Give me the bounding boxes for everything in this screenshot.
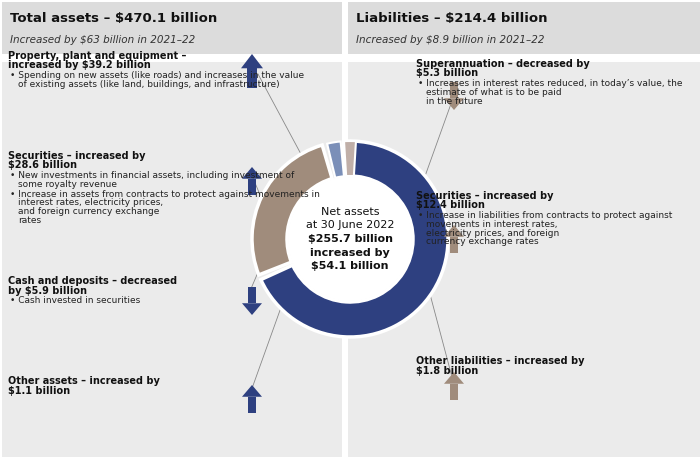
Wedge shape [252, 145, 332, 275]
Text: currency exchange rates: currency exchange rates [426, 237, 538, 246]
Polygon shape [444, 98, 464, 110]
Text: Increased by $63 billion in 2021–22: Increased by $63 billion in 2021–22 [10, 35, 195, 45]
Text: $255.7 billion: $255.7 billion [307, 234, 393, 244]
Circle shape [288, 177, 412, 301]
Text: Total assets – $470.1 billion: Total assets – $470.1 billion [10, 12, 217, 25]
Text: Other liabilities – increased by: Other liabilities – increased by [416, 356, 584, 366]
Text: • Cash invested in securities: • Cash invested in securities [10, 296, 140, 305]
Text: movements in interest rates,: movements in interest rates, [426, 220, 557, 229]
FancyBboxPatch shape [2, 62, 342, 457]
Polygon shape [241, 54, 263, 68]
Text: $1.8 billion: $1.8 billion [416, 365, 478, 375]
Text: by $5.9 billion: by $5.9 billion [8, 285, 87, 296]
Text: Other assets – increased by: Other assets – increased by [8, 376, 160, 386]
Text: Securities – increased by: Securities – increased by [416, 191, 554, 201]
FancyBboxPatch shape [2, 2, 342, 54]
Text: estimate of what is to be paid: estimate of what is to be paid [426, 88, 561, 97]
Text: • Spending on new assets (like roads) and increases in the value: • Spending on new assets (like roads) an… [10, 71, 304, 80]
Polygon shape [248, 397, 256, 413]
Text: $12.4 billion: $12.4 billion [416, 201, 485, 211]
FancyBboxPatch shape [348, 2, 700, 54]
Polygon shape [450, 384, 459, 400]
Polygon shape [444, 372, 464, 384]
Text: Liabilities – $214.4 billion: Liabilities – $214.4 billion [356, 12, 547, 25]
Polygon shape [242, 167, 262, 179]
Polygon shape [242, 303, 262, 315]
Text: increased by $39.2 billion: increased by $39.2 billion [8, 61, 150, 71]
Text: • Increase in liabilities from contracts to protect against: • Increase in liabilities from contracts… [418, 211, 673, 220]
Text: at 30 June 2022: at 30 June 2022 [306, 220, 394, 230]
Text: • Increases in interest rates reduced, in today’s value, the: • Increases in interest rates reduced, i… [418, 79, 682, 88]
Text: in the future: in the future [426, 96, 482, 106]
Text: of existing assets (like land, buildings, and infrastructure): of existing assets (like land, buildings… [18, 80, 279, 89]
Text: $1.1 billion: $1.1 billion [8, 386, 70, 396]
Polygon shape [247, 68, 257, 88]
Text: electricity prices, and foreign: electricity prices, and foreign [426, 229, 559, 238]
Text: • Increase in assets from contracts to protect against movements in: • Increase in assets from contracts to p… [10, 190, 320, 199]
Text: Increased by $8.9 billion in 2021–22: Increased by $8.9 billion in 2021–22 [356, 35, 545, 45]
Polygon shape [248, 179, 256, 195]
FancyBboxPatch shape [348, 62, 700, 457]
Polygon shape [444, 225, 464, 237]
Text: Superannuation – decreased by: Superannuation – decreased by [416, 59, 589, 69]
Text: Net assets: Net assets [321, 207, 379, 217]
Text: some royalty revenue: some royalty revenue [18, 180, 117, 189]
Wedge shape [261, 141, 448, 337]
Text: rates: rates [18, 216, 41, 225]
Wedge shape [344, 141, 356, 176]
Text: interest rates, electricity prices,: interest rates, electricity prices, [18, 198, 163, 207]
Polygon shape [248, 287, 256, 303]
Text: and foreign currency exchange: and foreign currency exchange [18, 207, 160, 216]
Text: Cash and deposits – decreased: Cash and deposits – decreased [8, 276, 177, 286]
Polygon shape [450, 82, 459, 98]
Text: Securities – increased by: Securities – increased by [8, 151, 146, 161]
Text: $28.6 billion: $28.6 billion [8, 161, 77, 170]
Polygon shape [242, 385, 262, 397]
Text: $5.3 billion: $5.3 billion [416, 68, 478, 78]
Text: • New investments in financial assets, including investment of: • New investments in financial assets, i… [10, 171, 294, 180]
Text: $54.1 billion: $54.1 billion [312, 261, 388, 271]
Wedge shape [327, 141, 344, 178]
Text: Property, plant and equipment –: Property, plant and equipment – [8, 51, 186, 61]
Polygon shape [450, 237, 459, 253]
Text: increased by: increased by [310, 247, 390, 257]
